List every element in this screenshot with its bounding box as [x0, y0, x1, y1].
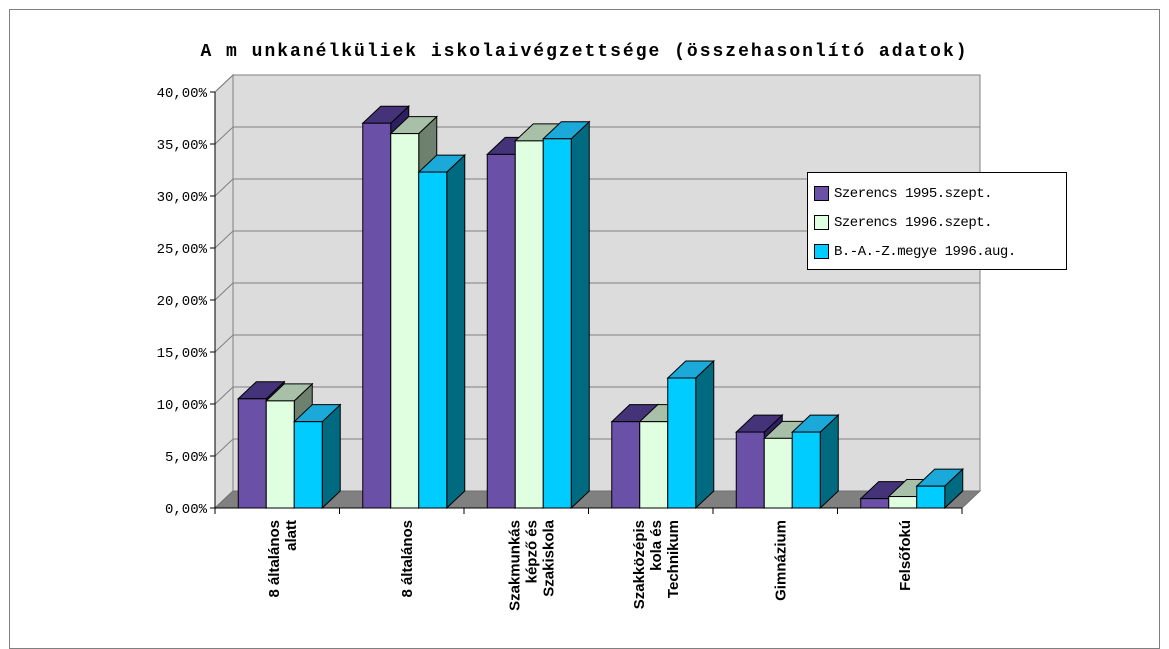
bar-side — [446, 153, 466, 510]
bar-front — [486, 153, 516, 509]
bar-front — [639, 421, 669, 509]
y-tick-label: 5,00% — [165, 450, 208, 466]
bar-front — [611, 421, 641, 509]
legend-entry-2: Szerencs 1996.szept. — [814, 208, 1060, 237]
bar-front — [542, 138, 572, 509]
bar-front — [888, 496, 918, 509]
legend-label-3: B.-A.-Z.megye 1996.aug. — [834, 243, 1016, 260]
gridline — [214, 74, 980, 93]
y-tick-label: 25,00% — [157, 242, 208, 258]
bar-side — [695, 359, 715, 510]
legend-swatch-1 — [814, 186, 829, 201]
x-tick-label: Szakmunkás — [506, 520, 523, 611]
bar-side — [321, 403, 341, 510]
gridline — [214, 178, 980, 197]
gridline — [214, 438, 980, 457]
y-tick-label: 30,00% — [157, 190, 208, 206]
bar-front — [916, 485, 946, 509]
y-tick-label: 35,00% — [157, 138, 208, 154]
x-tick-label: alatt — [283, 520, 300, 551]
x-tick-label: Szakközépis — [631, 520, 648, 609]
bar-3-6 — [915, 468, 965, 510]
legend-label-1: Szerencs 1995.szept. — [834, 185, 993, 202]
bar-3-2 — [417, 153, 467, 510]
legend-swatch-3 — [814, 244, 829, 259]
x-tick-label: kola és — [648, 520, 665, 571]
gridlines — [214, 74, 980, 457]
bar-side — [570, 120, 590, 510]
y-tick-label: 20,00% — [157, 294, 208, 310]
bar-front — [514, 140, 544, 509]
x-tick-label: Technikum — [665, 520, 682, 598]
bar-3-4 — [666, 359, 716, 510]
y-tick-label: 40,00% — [157, 86, 208, 102]
legend-entry-1: Szerencs 1995.szept. — [814, 179, 1060, 208]
bar-3-1 — [292, 403, 342, 510]
bar-3-3 — [541, 120, 591, 510]
bar-3-5 — [790, 413, 840, 510]
bar-front — [265, 400, 295, 509]
bar-front — [735, 431, 765, 509]
y-tick-label: 10,00% — [157, 398, 208, 414]
x-tick-label: Felsőfokú — [897, 520, 914, 591]
bar-front — [237, 398, 267, 509]
bars — [236, 105, 965, 510]
y-tick-label: 15,00% — [157, 346, 208, 362]
bar-front — [362, 122, 392, 509]
gridline — [214, 386, 980, 405]
x-tick-label: 8 általános — [266, 520, 283, 598]
legend-swatch-2 — [814, 215, 829, 230]
x-tick-label: Szakiskola — [540, 519, 557, 596]
legend: Szerencs 1995.szept. Szerencs 1996.szept… — [807, 172, 1067, 270]
gridline — [214, 282, 980, 301]
x-tick-label: képző és — [523, 520, 540, 583]
chart-title: A m unkanélküliek iskolaivégzettsége (ös… — [200, 42, 969, 62]
bar-front — [763, 437, 793, 509]
bar-front — [293, 421, 323, 509]
gridline — [214, 126, 980, 145]
legend-entry-3: B.-A.-Z.megye 1996.aug. — [814, 237, 1060, 266]
bar-front — [860, 498, 890, 509]
bar-front — [418, 171, 448, 509]
legend-label-2: Szerencs 1996.szept. — [834, 214, 993, 231]
x-tick-label: 8 általános — [399, 520, 416, 598]
y-tick-label: 0,00% — [165, 502, 208, 518]
gridline — [214, 334, 980, 353]
bar-front — [667, 377, 697, 509]
y-axis: 0,00% 5,00% 10,00% 15,00% 20,00% 25,00% 30,00%… — [157, 86, 963, 518]
bar-front — [791, 431, 821, 509]
bar-front — [390, 133, 420, 509]
gridline — [214, 230, 980, 249]
x-tick-label: Gimnázium — [772, 520, 789, 601]
x-axis-labels: 8 általános alatt 8 általános Szakmunkás kép… — [266, 519, 914, 611]
